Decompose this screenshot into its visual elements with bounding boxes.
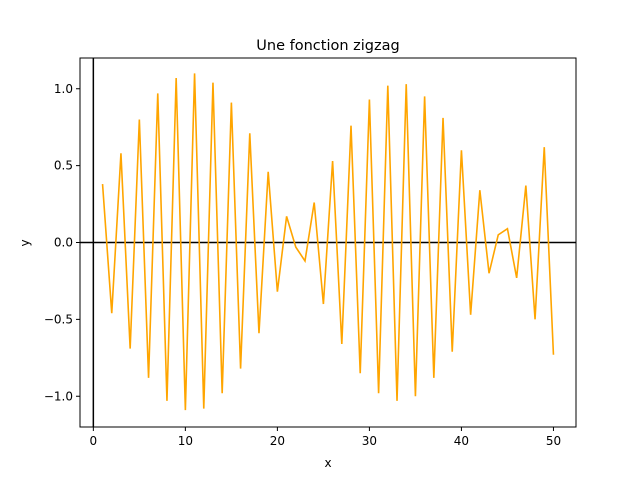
y-axis: −1.0 −0.5 0.0 0.5 1.0 bbox=[44, 82, 80, 403]
y-tick-label: −1.0 bbox=[44, 389, 73, 403]
y-tick-label: 1.0 bbox=[54, 82, 73, 96]
x-tick-label: 30 bbox=[362, 434, 377, 448]
y-axis-label: y bbox=[18, 239, 32, 246]
x-tick-label: 0 bbox=[90, 434, 98, 448]
chart-title: Une fonction zigzag bbox=[256, 38, 399, 54]
x-axis-label: x bbox=[324, 456, 331, 470]
x-tick-label: 10 bbox=[178, 434, 193, 448]
plot-area bbox=[80, 58, 576, 427]
x-tick-label: 50 bbox=[546, 434, 561, 448]
y-tick-label: 0.5 bbox=[54, 159, 73, 173]
series-line bbox=[101, 73, 555, 411]
y-tick-label: 0.0 bbox=[54, 236, 73, 250]
x-axis: 0 10 20 30 40 50 bbox=[90, 427, 561, 448]
x-tick-label: 40 bbox=[454, 434, 469, 448]
x-tick-label: 20 bbox=[270, 434, 285, 448]
y-tick-label: −0.5 bbox=[44, 312, 73, 326]
